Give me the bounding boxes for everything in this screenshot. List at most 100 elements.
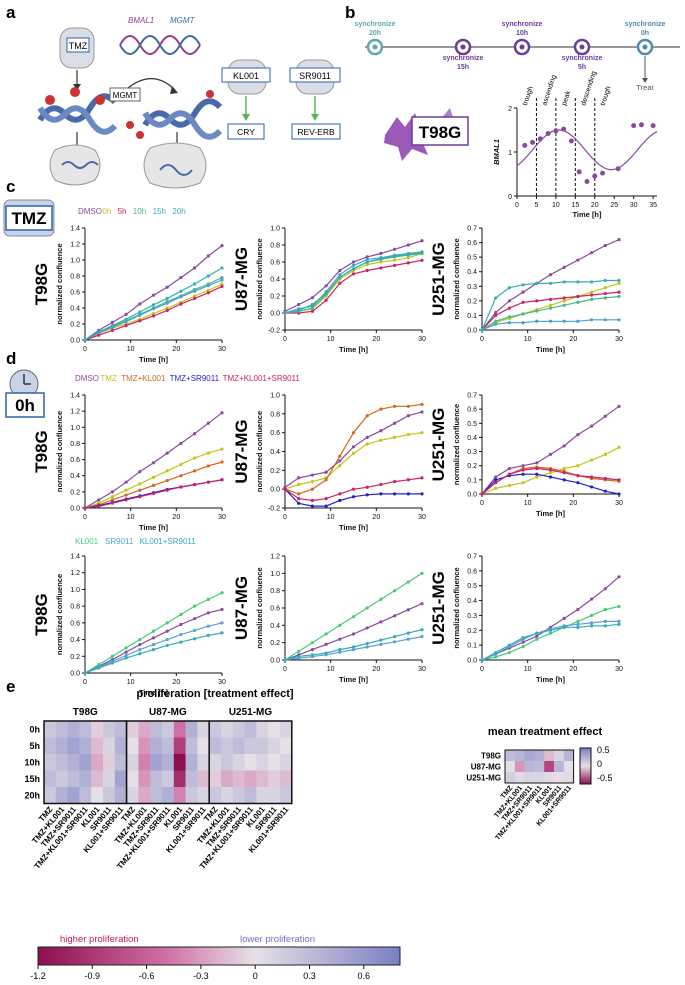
data-point bbox=[124, 317, 128, 321]
x-axis-label: Time [h] bbox=[339, 523, 369, 532]
series-line bbox=[480, 575, 621, 662]
series-line bbox=[83, 591, 224, 675]
data-point bbox=[351, 260, 356, 264]
data-point bbox=[406, 580, 410, 584]
heatmap-cell bbox=[138, 737, 151, 755]
x-tick-label: 0 bbox=[480, 336, 484, 343]
heatmap-cell bbox=[268, 770, 281, 788]
data-point bbox=[110, 490, 114, 494]
heatmap-cell bbox=[232, 754, 245, 771]
data-point bbox=[548, 468, 553, 472]
data-point bbox=[297, 308, 301, 313]
data-point bbox=[351, 445, 356, 449]
x-tick-label: 0 bbox=[283, 514, 287, 521]
data-point bbox=[576, 300, 580, 304]
data-point bbox=[297, 654, 301, 659]
data-point bbox=[206, 288, 210, 292]
timeline-label: synchronize bbox=[355, 21, 396, 28]
chart-title: U251-MG bbox=[429, 242, 448, 316]
data-point bbox=[507, 315, 511, 319]
timeline-label: synchronize bbox=[502, 21, 543, 28]
data-point bbox=[124, 493, 128, 497]
y-tick-label: 0.2 bbox=[467, 298, 477, 305]
y-tick-label: 0.4 bbox=[467, 269, 477, 276]
heatmap-cell bbox=[79, 737, 92, 755]
data-point bbox=[310, 473, 314, 477]
data-point bbox=[110, 501, 114, 505]
heatmap-cell bbox=[55, 737, 68, 755]
sr9011-label: SR9011 bbox=[299, 71, 331, 81]
data-point bbox=[193, 282, 197, 286]
data-point bbox=[507, 321, 511, 325]
x-tick-label: 30 bbox=[615, 336, 623, 343]
x-tick-label: 30 bbox=[418, 514, 426, 521]
phase-label: descending bbox=[580, 70, 598, 106]
data-point bbox=[590, 621, 594, 625]
legend-item: KL001+SR9011 bbox=[140, 537, 197, 546]
data-point bbox=[365, 257, 369, 262]
y-axis-label: normalized confluence bbox=[255, 238, 264, 319]
legend-item: TMZ+KL001+SR9011 bbox=[223, 374, 301, 383]
mgmt-enzyme-label: MGMT bbox=[113, 91, 138, 100]
line-chart: 0 10 20 30 0.0 0.1 0.2 0.3 0.4 0.5 0.6 0.7 Time [h] n… bbox=[429, 393, 623, 519]
series-line bbox=[480, 445, 621, 496]
data-point bbox=[310, 641, 314, 645]
y-tick-label: 0.8 bbox=[70, 441, 80, 448]
data-point bbox=[406, 243, 410, 247]
heatmap-cell bbox=[79, 754, 92, 771]
x-tick-label: 35 bbox=[649, 202, 657, 209]
colorbar-tick-label: 0.3 bbox=[303, 971, 316, 981]
data-point bbox=[151, 293, 156, 297]
data-point bbox=[590, 290, 594, 294]
heatmap-cell bbox=[268, 787, 281, 804]
heatmap-cell bbox=[67, 770, 80, 788]
data-point bbox=[576, 319, 580, 323]
x-tick-label: 0 bbox=[283, 336, 287, 343]
data-point bbox=[617, 492, 621, 496]
data-point bbox=[110, 320, 114, 324]
data-point bbox=[83, 338, 87, 342]
data-point bbox=[562, 625, 566, 629]
data-point bbox=[568, 138, 574, 144]
y-tick-label: 1.2 bbox=[70, 242, 80, 249]
data-point bbox=[507, 299, 511, 303]
series-line bbox=[480, 290, 621, 332]
data-point bbox=[351, 267, 356, 271]
data-point bbox=[562, 299, 566, 303]
data-point bbox=[193, 617, 197, 621]
data-point bbox=[165, 301, 169, 305]
colorbar-tick-label: 0 bbox=[253, 971, 258, 981]
mean-heatmap-title: mean treatment effect bbox=[488, 726, 603, 738]
heatmap-cell bbox=[197, 737, 210, 755]
data-point bbox=[603, 489, 607, 493]
row-label: U87-MG bbox=[471, 763, 501, 772]
data-point bbox=[562, 296, 566, 300]
data-point bbox=[521, 468, 525, 472]
data-point bbox=[617, 622, 621, 626]
data-point bbox=[603, 476, 607, 481]
data-point bbox=[338, 498, 342, 503]
x-tick-label: 20 bbox=[372, 666, 380, 673]
series-line bbox=[283, 258, 424, 315]
x-tick-label: 10 bbox=[327, 336, 335, 343]
series-line bbox=[480, 466, 621, 496]
heatmap-cell bbox=[197, 754, 210, 771]
heatmap-cell bbox=[138, 787, 151, 804]
data-point bbox=[548, 631, 553, 635]
heatmap-cell bbox=[244, 737, 257, 755]
data-point bbox=[220, 244, 224, 248]
heatmap-cell bbox=[268, 737, 281, 755]
data-point bbox=[297, 492, 301, 496]
legend-item: DMSO bbox=[75, 374, 99, 383]
legend-item: 20h bbox=[172, 207, 185, 216]
data-point bbox=[351, 487, 356, 491]
heatmap-cell bbox=[91, 787, 104, 804]
group-label: U251-MG bbox=[229, 707, 273, 718]
data-point bbox=[535, 319, 539, 323]
x-tick-label: 20 bbox=[569, 500, 577, 507]
data-point bbox=[631, 123, 637, 129]
row-label: 20h bbox=[24, 790, 40, 800]
heatmap-cell bbox=[232, 737, 245, 755]
series-line bbox=[283, 250, 424, 315]
data-point bbox=[379, 492, 383, 496]
